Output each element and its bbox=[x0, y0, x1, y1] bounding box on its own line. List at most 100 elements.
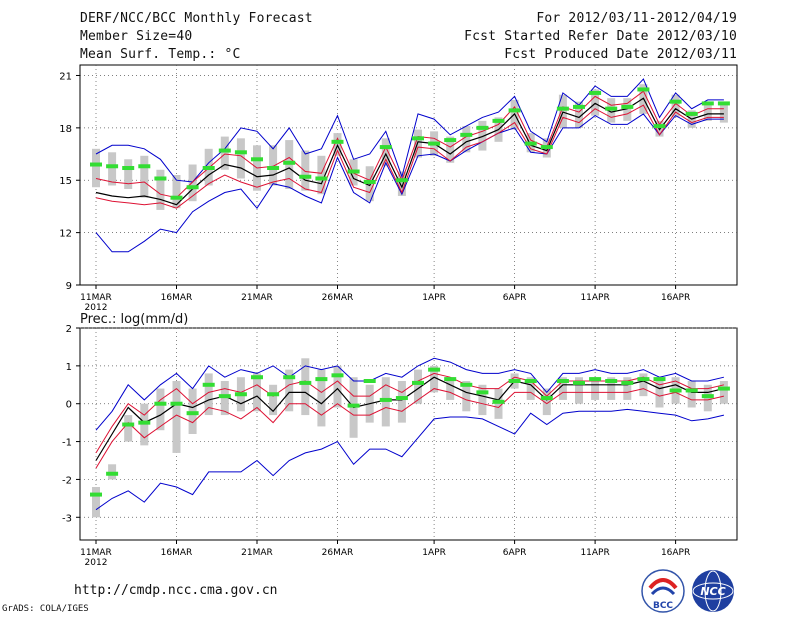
observation-marker bbox=[267, 392, 280, 397]
x-tick-label: 16MAR bbox=[161, 548, 193, 558]
observation-marker bbox=[283, 160, 296, 165]
ensemble-box bbox=[575, 101, 583, 128]
x-tick-label: 6APR bbox=[503, 293, 527, 303]
spread-lower-line bbox=[95, 388, 725, 469]
observation-marker bbox=[540, 396, 553, 401]
observation-marker bbox=[717, 101, 730, 106]
ensemble-box bbox=[236, 138, 245, 179]
y-tick-label: 12 bbox=[59, 229, 72, 240]
ensemble-box bbox=[478, 120, 487, 151]
ensemble-box bbox=[446, 377, 455, 400]
observation-marker bbox=[669, 99, 682, 104]
ensemble-box bbox=[188, 164, 197, 202]
source-url: http://cmdp.ncc.cma.gov.cn bbox=[74, 583, 278, 598]
x-tick-label: 26MAR bbox=[322, 548, 354, 558]
observation-marker bbox=[138, 164, 151, 169]
spread-upper-line bbox=[95, 372, 725, 454]
ensemble-box bbox=[124, 415, 133, 442]
observation-marker bbox=[379, 397, 392, 402]
y-tick-label: 2 bbox=[66, 324, 72, 335]
precip-panel-title: Prec.: log(mm/d) bbox=[80, 312, 188, 327]
observation-marker bbox=[556, 379, 569, 383]
ensemble-box bbox=[671, 94, 680, 118]
observation-marker bbox=[508, 108, 521, 113]
forecast-produced-date: Fcst Produced Date 2012/03/11 bbox=[504, 47, 737, 62]
ensemble-min-line bbox=[95, 408, 725, 511]
observation-marker bbox=[460, 132, 473, 137]
ensemble-box bbox=[269, 145, 278, 186]
observation-marker bbox=[492, 118, 505, 123]
ensemble-mean-line bbox=[95, 376, 725, 461]
ensemble-box bbox=[446, 136, 455, 163]
observation-marker bbox=[315, 377, 328, 382]
observation-marker bbox=[395, 396, 408, 401]
y-tick-label: 1 bbox=[66, 362, 72, 373]
member-size-label: Member Size=40 bbox=[80, 29, 193, 44]
x-tick-sublabel: 2012 bbox=[85, 303, 108, 313]
observation-marker bbox=[347, 169, 360, 174]
ensemble-box bbox=[719, 381, 728, 404]
ensemble-box bbox=[317, 369, 326, 427]
ensemble-mean-line bbox=[95, 97, 724, 206]
observation-marker bbox=[589, 90, 602, 95]
x-tick-label: 26MAR bbox=[322, 293, 354, 303]
observation-marker bbox=[701, 101, 714, 106]
ensemble-box bbox=[381, 138, 390, 167]
ensemble-box bbox=[333, 365, 342, 408]
ensemble-box bbox=[172, 381, 181, 453]
x-tick-label: 16APR bbox=[661, 293, 690, 303]
observation-marker bbox=[524, 379, 537, 383]
observation-marker bbox=[234, 392, 247, 397]
observation-marker bbox=[395, 178, 408, 183]
y-tick-label: 0 bbox=[66, 400, 72, 411]
observation-marker bbox=[444, 377, 457, 382]
forecast-start-date: Fcst Started Refer Date 2012/03/10 bbox=[464, 29, 737, 44]
x-tick-sublabel: 2012 bbox=[85, 558, 108, 568]
spread-lower-line bbox=[95, 104, 724, 209]
x-tick-label: 11APR bbox=[580, 548, 609, 558]
observation-marker bbox=[251, 157, 263, 162]
observation-marker bbox=[540, 145, 553, 150]
observation-marker bbox=[524, 141, 537, 146]
observation-marker bbox=[122, 422, 135, 427]
observation-marker bbox=[234, 150, 247, 155]
ensemble-box bbox=[269, 384, 278, 416]
observation-marker bbox=[138, 420, 151, 425]
ensemble-box bbox=[526, 377, 535, 400]
variable-label: Mean Surf. Temp.: °C bbox=[80, 47, 241, 62]
observation-marker bbox=[106, 471, 119, 476]
observation-marker bbox=[315, 176, 328, 181]
ensemble-box bbox=[220, 136, 229, 170]
ensemble-box bbox=[542, 388, 551, 416]
ensemble-box bbox=[703, 105, 712, 121]
bcc-logo: BCC bbox=[641, 569, 685, 613]
ensemble-box bbox=[639, 373, 648, 397]
y-tick-label: 15 bbox=[59, 176, 72, 187]
y-tick-label: -1 bbox=[62, 438, 72, 449]
ensemble-box bbox=[124, 159, 133, 189]
x-tick-label: 1APR bbox=[422, 293, 446, 303]
ensemble-box bbox=[92, 487, 100, 518]
ensemble-box bbox=[478, 384, 487, 416]
ensemble-box bbox=[575, 377, 583, 404]
y-tick-label: 18 bbox=[59, 124, 72, 135]
observation-marker bbox=[428, 141, 441, 146]
observation-marker bbox=[363, 179, 376, 184]
ensemble-box bbox=[623, 377, 632, 400]
ensemble-min-line bbox=[95, 113, 724, 253]
observation-marker bbox=[685, 111, 698, 116]
ensemble-box bbox=[687, 381, 696, 408]
y-tick-label: -2 bbox=[62, 475, 72, 486]
x-tick-label: 11APR bbox=[580, 293, 609, 303]
observation-marker bbox=[299, 380, 312, 385]
observation-marker bbox=[605, 379, 618, 383]
svg-text:BCC: BCC bbox=[653, 601, 673, 611]
y-tick-label: -3 bbox=[62, 513, 72, 524]
observation-marker bbox=[154, 401, 167, 406]
ensemble-box bbox=[172, 175, 181, 209]
observation-marker bbox=[218, 394, 231, 399]
observation-marker bbox=[202, 166, 215, 171]
ensemble-box bbox=[285, 369, 294, 412]
observation-marker bbox=[653, 124, 666, 129]
